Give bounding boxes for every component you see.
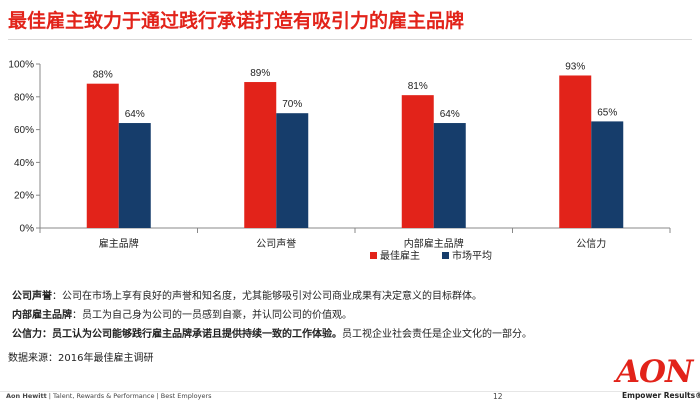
note-term: 公信力 [12, 329, 42, 340]
note-term: 内部雇主品牌 [12, 310, 72, 321]
y-tick-label: 40% [14, 158, 34, 169]
bar-best-employer [401, 95, 434, 228]
note-sep: ： [72, 310, 82, 321]
data-label: 65% [597, 107, 617, 118]
note-text: 员工视企业社会责任是企业文化的一部分。 [342, 329, 532, 340]
y-tick-label: 100% [8, 60, 34, 71]
footer-text: Aon Hewitt | Talent, Rewards & Performan… [6, 392, 212, 400]
data-label: 64% [440, 109, 460, 120]
note-internal-brand: 内部雇主品牌：员工为自己身为公司的一员感到自豪，并认同公司的价值观。 [12, 306, 672, 325]
note-text: 员工为自己身为公司的一员感到自豪，并认同公司的价值观。 [82, 310, 352, 321]
data-label: 89% [250, 68, 270, 79]
x-tick-label: 公司声誉 [256, 237, 296, 250]
x-tick-label: 内部雇主品牌 [404, 237, 464, 250]
data-source: 数据来源：2016年最佳雇主调研 [8, 353, 154, 364]
title-divider [8, 39, 692, 40]
data-label: 70% [282, 99, 302, 110]
legend-swatch [370, 252, 377, 259]
y-tick-label: 0% [20, 224, 35, 235]
logo-wordmark: AON [616, 354, 693, 390]
x-tick-label: 雇主品牌 [99, 237, 139, 250]
logo-tagline: Empower Results® [622, 391, 700, 400]
data-label: 93% [565, 61, 585, 72]
note-sep: ： [52, 291, 62, 302]
bar-chart: 0% 20% 40% 60% 80% 100% 88% 64% 雇主品牌 89% 70% 公司声誉 81… [8, 60, 671, 262]
bar-best-employer [86, 83, 119, 229]
legend-label: 市场平均 [452, 249, 492, 262]
data-label: 64% [125, 109, 145, 120]
note-sep: ： [42, 329, 52, 340]
page-title: 最佳雇主致力于通过践行承诺打造有吸引力的雇主品牌 [8, 10, 465, 32]
note-text: 公司在市场上享有良好的声誉和知名度，尤其能够吸引对公司商业成果有决定意义的目标群… [62, 291, 482, 302]
bar-market-average [118, 123, 151, 228]
aon-logo: AON Empower Results® [612, 354, 700, 408]
bar-market-average [276, 113, 309, 228]
y-tick-label: 80% [14, 92, 34, 103]
footer-company: Aon Hewitt [6, 392, 47, 400]
bar-best-employer [244, 82, 277, 228]
bar-market-average [433, 123, 466, 228]
legend-label: 最佳雇主 [380, 249, 420, 262]
note-bold-text: 员工认为公司能够践行雇主品牌承诺且提供持续一致的工作体验。 [52, 329, 342, 340]
footer-tagline: | Talent, Rewards & Performance | Best E… [46, 392, 212, 400]
y-tick-label: 20% [14, 191, 34, 202]
footer-divider [0, 391, 700, 392]
page-number: 12 [493, 392, 503, 401]
legend-swatch [442, 252, 449, 259]
note-term: 公司声誉 [12, 291, 52, 302]
y-tick-label: 60% [14, 125, 34, 136]
note-credibility: 公信力：员工认为公司能够践行雇主品牌承诺且提供持续一致的工作体验。员工视企业社会… [12, 325, 672, 344]
bar-best-employer [559, 75, 592, 228]
notes: 公司声誉：公司在市场上享有良好的声誉和知名度，尤其能够吸引对公司商业成果有决定意… [12, 287, 672, 344]
x-tick-label: 公信力 [576, 237, 606, 250]
data-label: 88% [93, 70, 113, 81]
note-company-reputation: 公司声誉：公司在市场上享有良好的声誉和知名度，尤其能够吸引对公司商业成果有决定意… [12, 287, 672, 306]
data-label: 81% [408, 81, 428, 92]
bar-market-average [591, 121, 624, 228]
